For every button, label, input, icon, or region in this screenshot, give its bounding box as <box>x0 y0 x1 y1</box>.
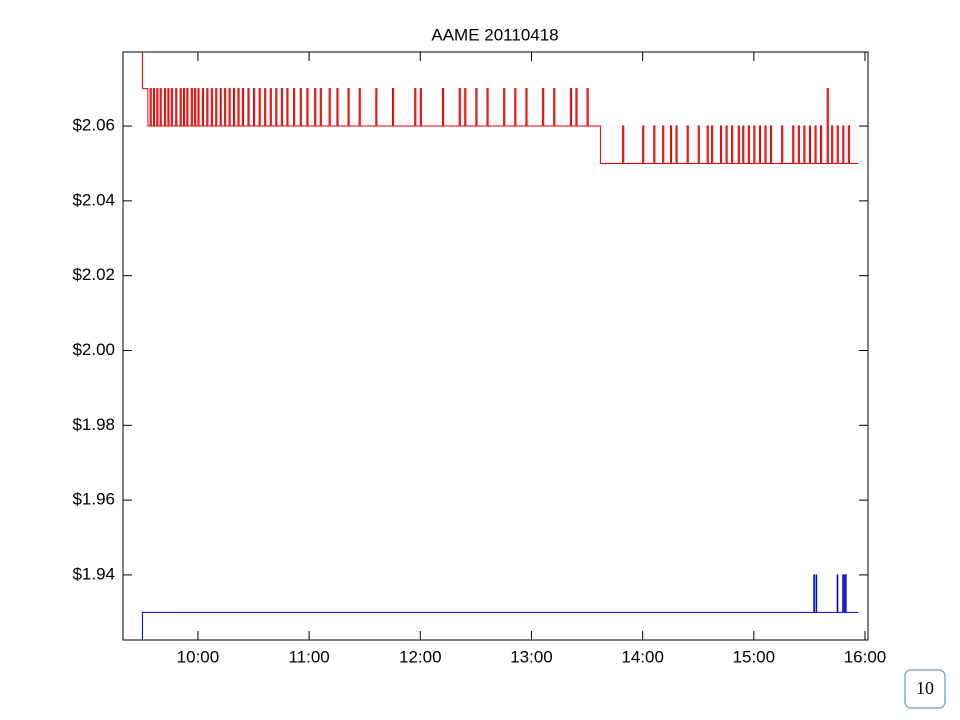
x-tick-label: 15:00 <box>733 647 776 666</box>
y-tick-label: $1.94 <box>72 564 115 583</box>
plot-frame <box>122 51 869 641</box>
x-tick-label: 12:00 <box>399 647 442 666</box>
x-tick-label: 10:00 <box>177 647 220 666</box>
y-tick-label: $2.04 <box>72 190 115 209</box>
y-tick-label: $1.96 <box>72 490 115 509</box>
x-tick-label: 11:00 <box>288 647 329 666</box>
y-tick-label: $2.02 <box>72 265 115 284</box>
x-tick-label: 13:00 <box>510 647 553 666</box>
price-line <box>141 52 859 164</box>
y-tick-label: $1.98 <box>72 415 115 434</box>
y-tick-label: $2.06 <box>72 116 115 135</box>
page-number-box <box>904 669 946 709</box>
y-tick-label: $2.00 <box>72 340 115 359</box>
series-group <box>141 52 859 640</box>
x-tick-label: 16:00 <box>844 647 887 666</box>
chart-title: AAME 20110418 <box>431 25 558 44</box>
page-number: 10 <box>916 678 934 698</box>
price-line <box>141 574 859 640</box>
x-tick-label: 14:00 <box>621 647 664 666</box>
